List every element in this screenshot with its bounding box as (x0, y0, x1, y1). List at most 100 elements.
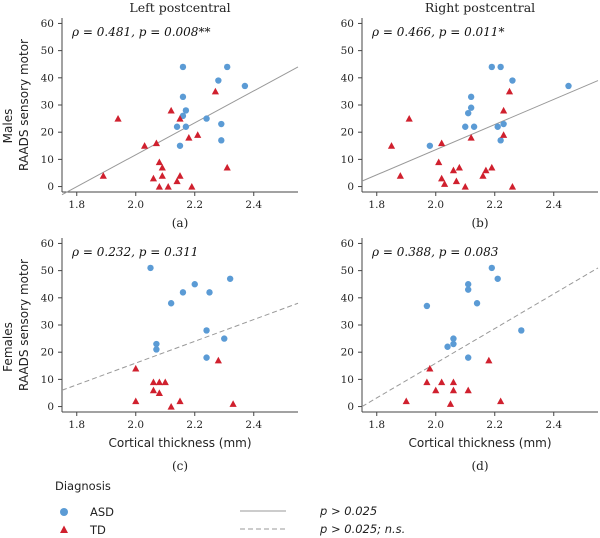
asd-point (426, 142, 434, 149)
asd-point (465, 109, 472, 117)
td-point (149, 386, 158, 394)
td-point (223, 163, 231, 171)
td-point (149, 174, 158, 182)
td-point (402, 397, 410, 405)
td-point (161, 378, 169, 386)
panel-2: 0 10 20 30 40 50 60 1.8 2.0 2.2 2.4 Right postcentr… (341, 0, 599, 230)
y-tick-label: 60 (341, 18, 354, 30)
td-point (441, 180, 449, 187)
td-point (173, 177, 181, 185)
asd-point (565, 82, 572, 90)
asd-point (465, 281, 472, 288)
asd-point (221, 335, 228, 342)
asd-point (153, 340, 160, 348)
row-label-males: Males (1, 109, 15, 144)
y-tick-label: 20 (341, 347, 354, 359)
td-point (158, 163, 166, 171)
asd-point (179, 63, 187, 71)
td-point (132, 397, 140, 405)
td-point (461, 182, 469, 190)
td-point (155, 158, 163, 166)
asd-point (179, 93, 187, 101)
panel-title: Right postcentral (425, 0, 535, 15)
asd-point (203, 354, 210, 361)
asd-point (488, 63, 495, 71)
asd-point (444, 343, 451, 350)
asd-point (497, 63, 504, 71)
asd-point (215, 77, 222, 84)
td-point (438, 378, 446, 386)
y-tick-label: 50 (341, 265, 354, 277)
panel-label: (b) (471, 216, 488, 230)
td-point (438, 174, 446, 182)
stat-annotation: ρ = 0.388, p = 0.083 (371, 245, 499, 259)
td-point (149, 378, 158, 386)
x-tick-label: 2.0 (427, 199, 444, 211)
y-tick-label: 20 (41, 127, 54, 139)
y-axis-label: RAADS sensory motor (17, 259, 31, 391)
td-point (500, 106, 508, 114)
asd-point (465, 286, 472, 293)
td-point (505, 87, 514, 95)
x-tick-label: 1.8 (68, 419, 85, 431)
panel-3: 0 10 20 30 40 50 60 1.8 2.0 2.2 2.4 ρ = 0.232, p = … (17, 238, 299, 473)
legend-title: Diagnosis (55, 479, 111, 493)
td-point (185, 134, 193, 141)
asd-point (173, 123, 181, 130)
td-point (164, 182, 172, 190)
y-tick-label: 10 (341, 154, 354, 166)
td-point (467, 134, 475, 141)
y-tick-label: 60 (341, 238, 354, 250)
fit-line (61, 302, 299, 391)
y-tick-label: 20 (341, 127, 354, 139)
td-point (482, 166, 490, 174)
x-axis-label: Cortical thickness (mm) (408, 436, 551, 450)
asd-point (470, 123, 478, 130)
asd-point (497, 137, 504, 144)
row-label-males-text: Males (1, 109, 15, 144)
y-axis-label: RAADS sensory motor (17, 39, 31, 171)
td-point (423, 378, 431, 386)
td-point (155, 182, 163, 190)
y-tick-label: 30 (341, 320, 354, 332)
panel-label: (a) (172, 216, 189, 230)
x-tick-label: 1.8 (368, 199, 385, 211)
td-point (449, 386, 458, 394)
panel-label: (c) (172, 459, 188, 473)
td-point (449, 166, 458, 174)
y-tick-label: 30 (41, 320, 54, 332)
asd-point (509, 77, 516, 84)
x-tick-label: 1.8 (368, 419, 385, 431)
td-point (211, 87, 219, 95)
y-tick-label: 0 (347, 181, 354, 193)
td-point (485, 356, 493, 364)
asd-point (467, 104, 475, 111)
td-point (188, 182, 196, 190)
y-tick-label: 40 (341, 292, 354, 304)
x-tick-label: 2.2 (186, 419, 203, 431)
td-point (167, 402, 175, 410)
panel-title: Left postcentral (129, 0, 230, 15)
panel-1: 0 10 20 30 40 50 60 1.8 2.0 2.2 2.4 Left postcentra… (17, 0, 299, 230)
asd-point (518, 327, 525, 334)
td-point (132, 364, 140, 372)
td-point (152, 139, 160, 147)
y-tick-label: 0 (47, 181, 54, 193)
x-tick-label: 2.4 (245, 419, 262, 431)
asd-point (153, 346, 160, 353)
td-point (479, 172, 487, 179)
y-tick-label: 10 (41, 374, 54, 386)
asd-point (488, 264, 495, 272)
td-point (176, 114, 184, 122)
x-tick-label: 2.2 (486, 199, 503, 211)
asd-point (465, 354, 472, 361)
asd-point (494, 275, 501, 282)
y-tick-label: 0 (347, 401, 354, 413)
asd-point (203, 115, 210, 122)
td-point (438, 139, 446, 147)
stat-annotation: ρ = 0.481, p = 0.008** (71, 25, 210, 39)
asd-point (179, 289, 187, 296)
stat-annotation: ρ = 0.232, p = 0.311 (71, 245, 198, 259)
row-label-females-text: Females (1, 322, 15, 372)
stat-annotation: ρ = 0.466, p = 0.011* (371, 25, 504, 39)
